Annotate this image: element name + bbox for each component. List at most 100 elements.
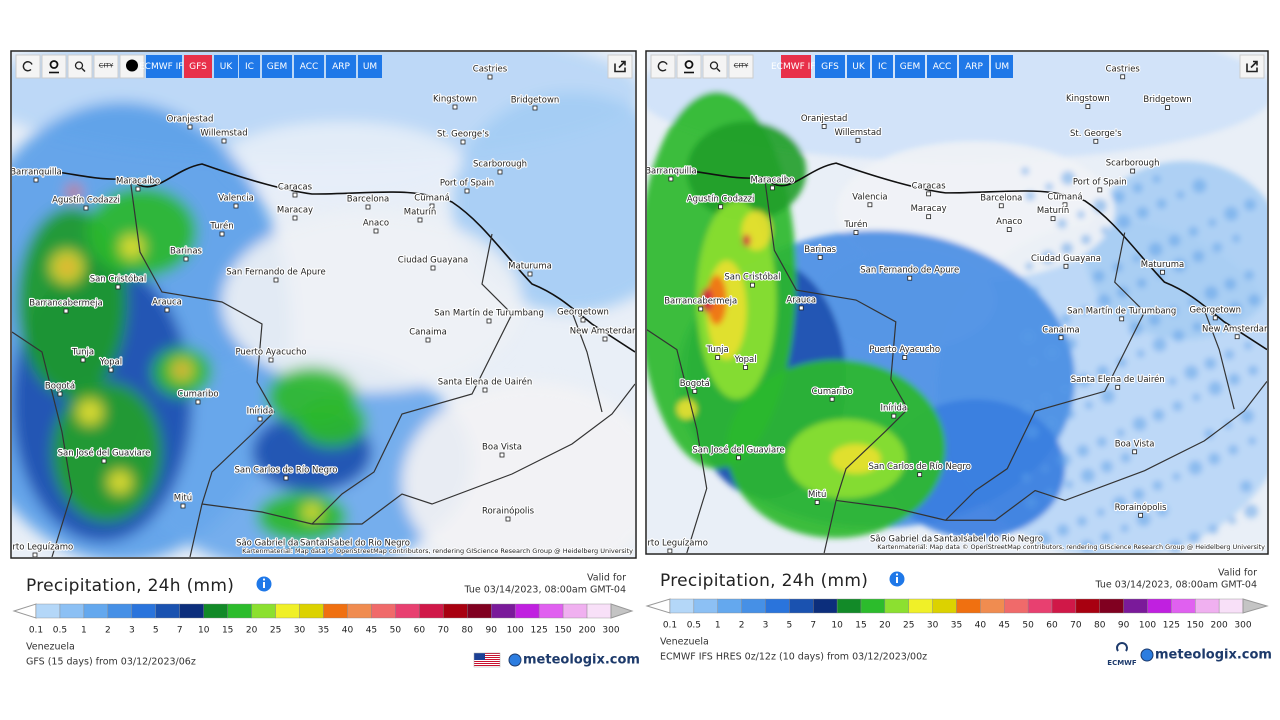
zoom-icon [74, 61, 84, 70]
model-button[interactable] [239, 55, 260, 78]
model-button-label[interactable]: GEM [267, 62, 287, 72]
city-marker [1119, 316, 1125, 322]
model-button-label[interactable]: ECMWF IFS [139, 62, 189, 72]
city-label: Georgetown [1189, 304, 1241, 314]
model-button-label[interactable]: UK [220, 62, 234, 72]
scale-tick-label: 5 [153, 626, 159, 636]
city-label: San Fernando de Apure [860, 265, 959, 275]
city-marker [460, 139, 466, 145]
model-button-label[interactable]: IC [878, 62, 887, 72]
logo-text[interactable]: meteologix.com [1155, 648, 1272, 663]
city-label: San Cristóbal [90, 274, 146, 285]
city-label: Santa Elena de Uairén [1071, 374, 1165, 384]
model-button[interactable] [326, 55, 356, 78]
model-button-label[interactable]: IC [245, 62, 254, 72]
model-button-label[interactable]: GFS [821, 62, 839, 72]
city-toggle[interactable]: CITY [99, 62, 113, 70]
scale-tick-label: 125 [1163, 621, 1180, 631]
precip-speckle [1168, 540, 1183, 553]
scale-box [443, 603, 468, 619]
share-icon [614, 60, 626, 73]
model-button-label[interactable]: ACC [300, 62, 319, 72]
model-button[interactable] [927, 55, 957, 78]
city-marker [187, 124, 193, 130]
city-marker [743, 365, 748, 370]
city-marker [257, 416, 263, 422]
tool-button[interactable] [676, 54, 702, 79]
model-button[interactable] [895, 55, 925, 78]
city-label: Puerto Leguízamo [0, 543, 73, 553]
model-button-label[interactable]: ARP [965, 62, 983, 72]
model-button[interactable] [959, 55, 989, 78]
share-icon [1246, 60, 1258, 73]
city-marker [268, 357, 274, 363]
model-button[interactable] [358, 55, 382, 78]
model-button-label[interactable]: ACC [933, 62, 952, 72]
precip-speckle [1025, 262, 1034, 271]
precip-speckle [1100, 389, 1115, 404]
model-button[interactable] [184, 55, 212, 78]
scale-tick-label: 50 [1022, 621, 1034, 631]
city-label: Ciudad Guayana [1031, 253, 1101, 263]
precip-speckle [1188, 460, 1203, 475]
model-button[interactable] [872, 55, 893, 78]
model-button-label[interactable]: UK [852, 62, 866, 72]
city-toggle[interactable]: CITY [734, 62, 748, 70]
scale-tick-label: 3 [763, 621, 769, 631]
border [945, 232, 1146, 521]
scale-box [765, 598, 790, 614]
precip-speckle [1132, 254, 1141, 263]
model-button-label[interactable]: GFS [189, 62, 207, 72]
precip-speckle [1100, 532, 1111, 543]
city-label: San Martín de Turumbang [434, 309, 544, 319]
scale-box [1099, 598, 1124, 614]
city-label: Canaima [1042, 324, 1079, 334]
scale-tick-label: 35 [951, 621, 962, 631]
model-button[interactable] [781, 55, 811, 78]
tool-button[interactable] [650, 54, 676, 79]
precip-speckle [1037, 532, 1052, 547]
city-marker [425, 337, 431, 343]
scale-box [860, 598, 886, 614]
model-button-label[interactable]: UM [995, 62, 1009, 72]
city-marker [998, 203, 1004, 209]
model-button[interactable] [214, 55, 238, 78]
model-button-label[interactable]: ARP [332, 62, 350, 72]
model-button[interactable] [815, 55, 845, 78]
scale-tick-label: 100 [1139, 621, 1156, 631]
scale-tick-label: 200 [578, 626, 595, 636]
scale-box [491, 603, 516, 619]
logo-text[interactable]: meteologix.com [523, 653, 640, 668]
model-button-label[interactable]: UM [363, 62, 377, 72]
scale-tick-label: 2 [739, 621, 745, 631]
city-label: Anaco [996, 216, 1022, 226]
city-marker [83, 205, 89, 211]
tool-button[interactable] [15, 54, 41, 79]
scale-tick-label: 100 [507, 626, 524, 636]
precip-speckle [1080, 540, 1093, 553]
scale-box [562, 603, 588, 619]
model-button-label[interactable]: ECMWF IFS [771, 62, 821, 72]
scale-tick-label: 45 [999, 621, 1010, 631]
model-button[interactable] [991, 55, 1013, 78]
scale-box [693, 598, 718, 614]
scale-tick-label: 60 [414, 626, 426, 636]
border [571, 311, 603, 413]
precip-speckle [1248, 365, 1259, 376]
tool-button[interactable] [41, 54, 67, 79]
tool-button[interactable] [67, 54, 93, 79]
model-button[interactable] [294, 55, 324, 78]
tool-button[interactable] [728, 54, 754, 79]
model-button-label[interactable]: GEM [900, 62, 920, 72]
model-button[interactable] [847, 55, 870, 78]
precip-speckle [1045, 182, 1054, 191]
tool-button[interactable] [702, 54, 728, 79]
city-marker [452, 104, 458, 110]
precip-speckle [1136, 206, 1149, 219]
model-button[interactable] [146, 55, 182, 78]
model-button[interactable] [262, 55, 292, 78]
city-marker [917, 472, 923, 478]
tool-button[interactable] [93, 54, 119, 79]
precip-speckle [1192, 321, 1203, 332]
precip-speckle [1188, 226, 1199, 237]
